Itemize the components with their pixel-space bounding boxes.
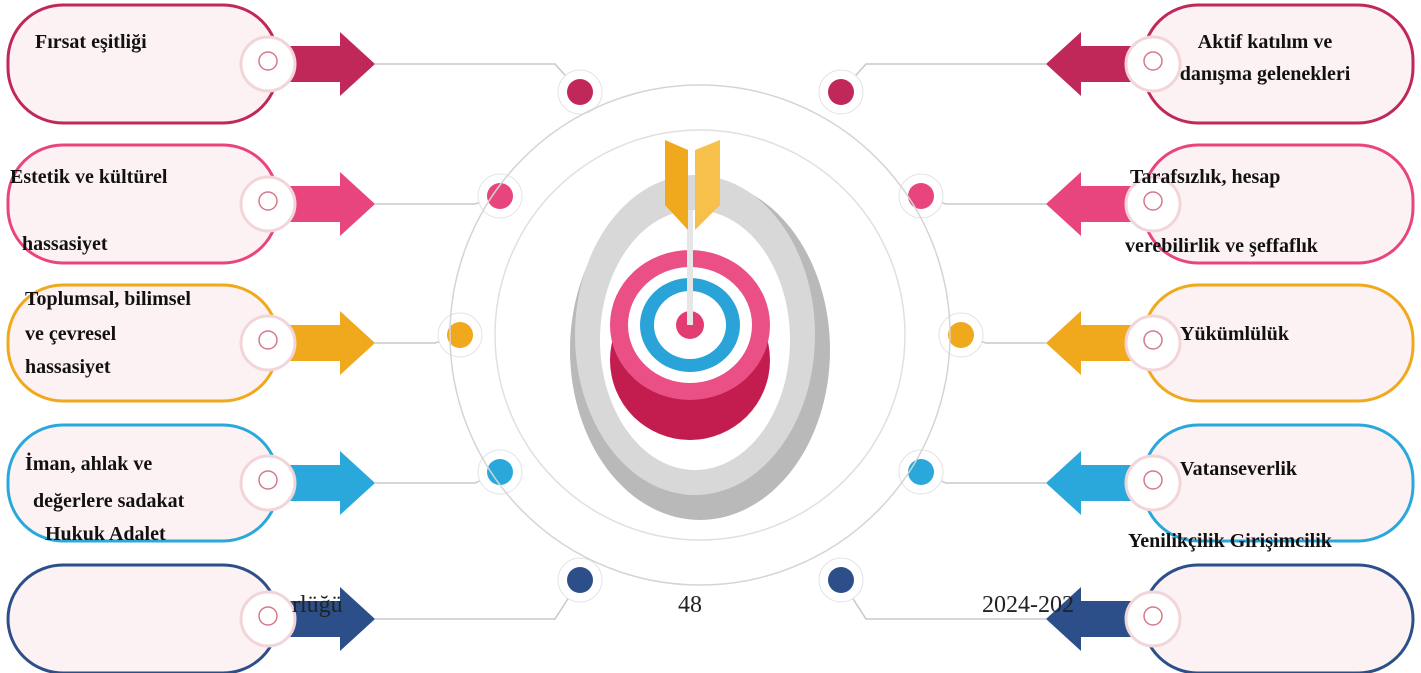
item-label: Tarafsızlık, hesap [1130, 166, 1280, 188]
item-label: ve çevresel [25, 323, 117, 345]
item-label: hassasiyet [22, 233, 108, 255]
footer-left: rlüğü [292, 592, 343, 618]
connector [375, 64, 580, 92]
arrow [285, 451, 375, 515]
item-label: Fırsat eşitliği [35, 31, 147, 53]
badge [241, 316, 295, 370]
item-label: Vatanseverlik [1180, 458, 1298, 480]
dot [487, 183, 513, 209]
dot [908, 183, 934, 209]
item-label: Estetik ve kültürel [10, 166, 168, 188]
footer-right: 2024-202 [982, 592, 1074, 618]
item-label: Hukuk Adalet [45, 523, 166, 545]
badge [1126, 456, 1180, 510]
item-label: Toplumsal, bilimsel [25, 288, 191, 310]
page-number: 48 [678, 592, 702, 618]
target [450, 85, 950, 585]
badge [241, 592, 295, 646]
pill [8, 5, 278, 123]
pill [1143, 565, 1413, 673]
dot [567, 567, 593, 593]
item-label: verebilirlik ve şeffaflık [1125, 235, 1319, 257]
arrow [285, 172, 375, 236]
item-label: değerlere sadakat [33, 490, 185, 512]
arrow [285, 32, 375, 96]
item-label: İman, ahlak ve [25, 451, 152, 475]
item-label: Yükümlülük [1180, 323, 1290, 345]
badge [241, 456, 295, 510]
connector [375, 580, 580, 619]
badge [241, 177, 295, 231]
badge [1126, 37, 1180, 91]
item-label: danışma gelenekleri [1180, 63, 1351, 85]
connector [841, 64, 1046, 92]
item-label: Aktif katılım ve [1198, 31, 1333, 53]
arrow [1046, 172, 1136, 236]
dot [567, 79, 593, 105]
item-label: Yenilikçilik Girişimcilik [1128, 530, 1333, 552]
diagram: Fırsat eşitliği Estetik ve kültürel hassas… [0, 0, 1421, 673]
pill [8, 565, 278, 673]
dot [948, 322, 974, 348]
badge [1126, 592, 1180, 646]
badge [1126, 316, 1180, 370]
dot [908, 459, 934, 485]
dot [828, 567, 854, 593]
arrow [1046, 451, 1136, 515]
arrow [285, 311, 375, 375]
pill [1143, 425, 1413, 541]
badge [241, 37, 295, 91]
dot [828, 79, 854, 105]
arrow [1046, 32, 1136, 96]
item-label: hassasiyet [25, 356, 111, 378]
arrow [1046, 311, 1136, 375]
